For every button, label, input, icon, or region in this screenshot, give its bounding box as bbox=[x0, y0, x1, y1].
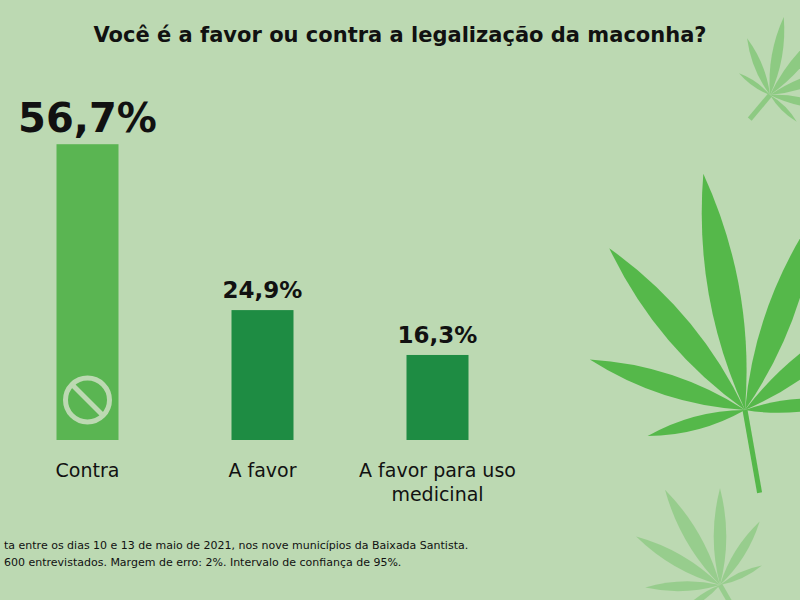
category-label: A favor para usomedicinal bbox=[359, 459, 516, 505]
leaf-stem bbox=[745, 410, 760, 493]
category-label: Contra bbox=[56, 459, 120, 481]
data-label: 56,7% bbox=[18, 95, 157, 141]
background bbox=[0, 0, 800, 600]
leaflet bbox=[768, 93, 798, 123]
bar bbox=[232, 310, 294, 440]
bars bbox=[57, 144, 469, 440]
bar bbox=[57, 144, 119, 440]
icon-slash bbox=[72, 385, 103, 416]
leaflet bbox=[716, 519, 764, 588]
leaf-stem bbox=[720, 585, 739, 600]
leaflet bbox=[738, 301, 800, 418]
bar bbox=[407, 355, 469, 440]
leaf-decoration bbox=[707, 0, 800, 155]
icon-circle bbox=[66, 378, 110, 422]
leaflet bbox=[645, 580, 720, 592]
leaf-stem bbox=[750, 95, 770, 119]
leaf-decoration bbox=[557, 148, 800, 519]
title: Você é a favor ou contra a legalização d… bbox=[93, 23, 706, 47]
leaflet bbox=[768, 63, 800, 100]
footnote: 600 entrevistados. Margem de erro: 2%. I… bbox=[4, 556, 401, 569]
leaflet bbox=[743, 37, 773, 97]
leaflet bbox=[646, 404, 747, 443]
prohibition-icon bbox=[66, 378, 110, 422]
leaf-decoration bbox=[606, 456, 799, 600]
chart: Você é a favor ou contra a legalização d… bbox=[0, 0, 800, 600]
footnote: ta entre os dias 10 e 13 de maio de 2021… bbox=[4, 539, 468, 552]
leaflet bbox=[659, 486, 726, 588]
data-label: 16,3% bbox=[398, 322, 478, 348]
leaflet bbox=[714, 488, 727, 585]
leaflet bbox=[719, 563, 763, 588]
leaflet bbox=[744, 395, 800, 417]
data-label: 24,9% bbox=[223, 277, 303, 303]
category-label: A favor bbox=[228, 459, 296, 481]
